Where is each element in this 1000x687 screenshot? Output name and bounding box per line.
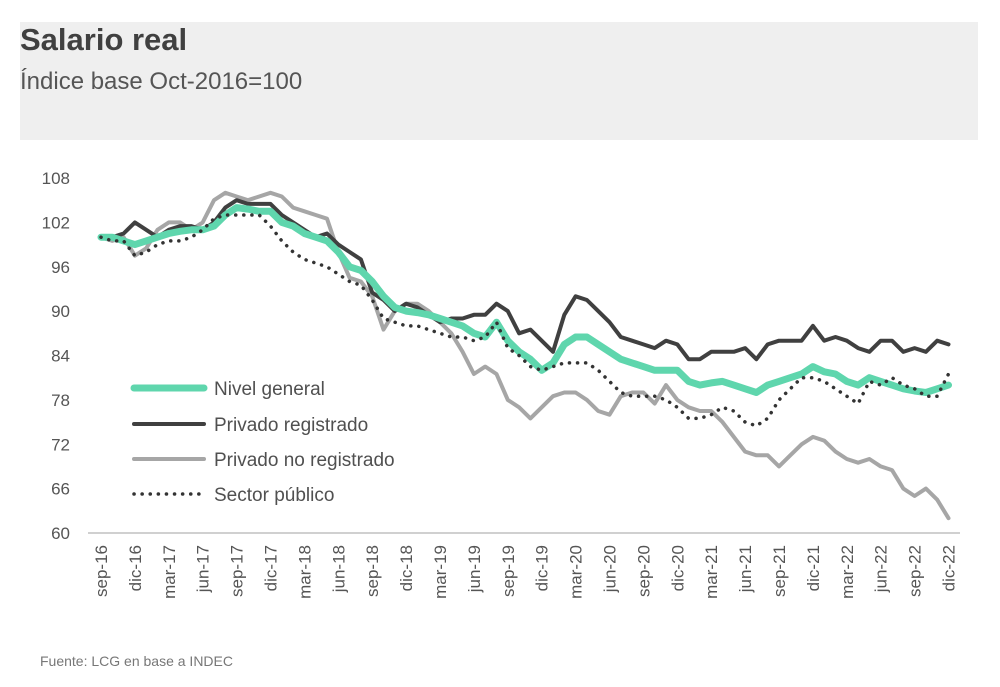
legend-label: Privado registrado: [214, 415, 368, 436]
chart-header: [20, 22, 978, 140]
y-tick-label: 84: [51, 347, 70, 366]
x-tick-label: dic-21: [804, 545, 823, 591]
x-tick-label: sep-20: [634, 545, 653, 597]
x-tick-label: sep-17: [228, 545, 247, 597]
chart-subtitle: Índice base Oct-2016=100: [20, 68, 303, 95]
x-tick-label: jun-18: [329, 545, 348, 593]
x-tick-label: mar-20: [567, 545, 586, 599]
x-tick-label: mar-19: [431, 545, 450, 599]
x-tick-label: dic-22: [940, 545, 959, 591]
x-tick-label: sep-22: [906, 545, 925, 597]
y-tick-label: 108: [42, 169, 70, 188]
y-tick-label: 60: [51, 524, 70, 543]
x-tick-label: dic-18: [397, 545, 416, 591]
x-tick-label: dic-20: [668, 545, 687, 591]
chart-title: Salario real: [20, 22, 188, 57]
series-line-privado-no-registrado: [99, 190, 951, 521]
x-tick-label: sep-18: [363, 545, 382, 597]
x-tick-label: dic-16: [126, 545, 145, 591]
y-tick-label: 66: [51, 480, 70, 499]
x-tick-label: mar-21: [702, 545, 721, 599]
legend-label: Privado no registrado: [214, 450, 395, 471]
x-tick-label: jun-21: [736, 545, 755, 593]
y-tick-label: 96: [51, 258, 70, 277]
x-tick-label: mar-22: [838, 545, 857, 599]
x-tick-label: dic-17: [262, 545, 281, 591]
x-tick-label: jun-17: [194, 545, 213, 593]
y-tick-label: 90: [51, 302, 70, 321]
x-tick-label: mar-17: [160, 545, 179, 599]
x-tick-label: jun-22: [872, 545, 891, 593]
series-line-sector-p-blico: [99, 213, 951, 428]
series-line-nivel-general: [97, 204, 952, 396]
x-tick-label: sep-21: [770, 545, 789, 597]
y-tick-label: 72: [51, 435, 70, 454]
source-note: Fuente: LCG en base a INDEC: [40, 653, 233, 669]
y-tick-label: 78: [51, 391, 70, 410]
x-tick-label: jun-20: [601, 545, 620, 593]
x-tick-label: jun-19: [465, 545, 484, 593]
x-tick-label: dic-19: [533, 545, 552, 591]
y-tick-label: 102: [42, 213, 70, 232]
x-tick-label: sep-16: [92, 545, 111, 597]
series-line-privado-registrado: [99, 198, 951, 362]
x-tick-label: sep-19: [499, 545, 518, 597]
x-tick-label: mar-18: [295, 545, 314, 599]
legend-label: Nivel general: [214, 379, 325, 400]
legend-label: Sector público: [214, 485, 334, 506]
